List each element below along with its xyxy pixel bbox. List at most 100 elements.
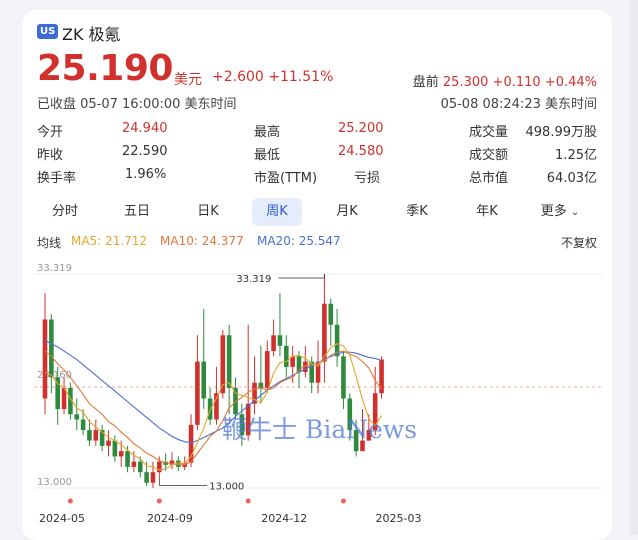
candle-body xyxy=(68,387,73,415)
candle-body xyxy=(341,356,346,399)
candle-body xyxy=(201,361,207,399)
stat-value-turnover: 1.25亿 xyxy=(555,148,597,163)
stat-label-low: 最低 xyxy=(254,148,281,163)
candle-body xyxy=(379,359,384,394)
tab-weekly-k[interactable]: 周K xyxy=(252,198,302,226)
stat-value-volume: 498.99万股 xyxy=(525,125,598,140)
candle-body xyxy=(334,324,340,357)
candle-body xyxy=(264,351,270,388)
event-marker-dot xyxy=(245,498,251,504)
min-price-label: 13.000 xyxy=(209,481,244,492)
ma5-value: MA5: 21.712 xyxy=(71,234,148,248)
price-change: +2.600 +11.51% xyxy=(212,69,333,85)
candle-body xyxy=(55,377,60,410)
ma10-value: MA10: 24.377 xyxy=(160,234,244,248)
event-marker-dot xyxy=(340,498,346,504)
tab-intraday[interactable]: 分时 xyxy=(51,204,78,219)
candle-body xyxy=(118,451,124,457)
market-badge: US xyxy=(37,24,59,39)
candle-body xyxy=(150,472,156,483)
candle-body xyxy=(93,430,99,441)
watermark: 鞭牛士 BiaNews xyxy=(222,415,418,444)
candle-body xyxy=(87,430,92,441)
chevron-down-icon: ⌄ xyxy=(570,207,580,218)
candle-body xyxy=(49,319,54,378)
candle-body xyxy=(252,382,257,404)
stat-label-turnover-rate: 换手率 xyxy=(37,171,77,186)
tab-monthly-k[interactable]: 月K xyxy=(336,204,358,219)
premarket-change: +0.110 xyxy=(492,75,541,90)
x-tick-label: 2024-05 xyxy=(39,512,85,525)
stat-value-pe: 亏损 xyxy=(354,171,381,186)
currency-label: 美元 xyxy=(174,72,202,88)
candle-body xyxy=(328,303,334,325)
y-tick-label: 13.000 xyxy=(37,477,72,488)
candle-body xyxy=(360,440,365,452)
candle-body xyxy=(176,460,181,467)
stat-value-prev-close: 22.590 xyxy=(122,144,168,159)
candle-body xyxy=(353,430,359,452)
tab-more[interactable]: 更多 ⌄ xyxy=(532,198,588,226)
candle-body xyxy=(125,451,130,467)
candle-body xyxy=(220,335,226,394)
tab-daily-k[interactable]: 日K xyxy=(197,204,219,219)
weekly-k-chart[interactable]: 33.319 23.160 13.000 33.319 13.000 2024-05 202… xyxy=(22,258,612,528)
candle-body xyxy=(106,440,111,446)
candle-body xyxy=(61,387,67,410)
candle-body xyxy=(42,319,48,399)
x-tick-label: 2024-12 xyxy=(261,512,307,525)
candle-body xyxy=(309,361,314,383)
ma5-line xyxy=(44,343,383,471)
candle-body xyxy=(258,382,264,388)
candle-body xyxy=(277,335,283,346)
candle-body xyxy=(290,356,295,367)
max-price-label: 33.319 xyxy=(236,274,271,285)
candle-body xyxy=(80,419,86,431)
candle-body xyxy=(245,403,251,436)
stat-label-turnover: 成交额 xyxy=(469,148,509,163)
candle-body xyxy=(284,345,289,367)
candle-body xyxy=(74,414,80,420)
stat-value-high: 25.200 xyxy=(338,121,384,136)
price-adjust-toggle[interactable]: 不复权 xyxy=(560,236,597,250)
stat-label-volume: 成交量 xyxy=(469,125,509,140)
candle-body xyxy=(157,461,162,473)
premarket-label: 盘前 xyxy=(412,75,439,90)
closed-time: 已收盘 05-07 16:00:00 美东时间 xyxy=(37,97,237,112)
stat-label-open: 今开 xyxy=(37,125,64,140)
quote-card: US ZK 极氪 25.190 美元 +2.600 +11.51% 盘前 25.… xyxy=(22,10,612,540)
tab-yearly-k[interactable]: 年K xyxy=(476,204,498,219)
stock-name: ZK 极氪 xyxy=(62,25,121,44)
tab-five-day[interactable]: 五日 xyxy=(123,204,150,219)
candle-body xyxy=(195,361,200,425)
candle-body xyxy=(296,356,302,373)
tab-quarterly-k[interactable]: 季K xyxy=(406,204,428,219)
stat-value-market-cap: 64.03亿 xyxy=(546,171,597,186)
change-value: +2.600 xyxy=(212,69,264,85)
event-marker-dot xyxy=(67,498,73,504)
candle-body xyxy=(239,414,245,436)
candle-body xyxy=(372,393,378,431)
premarket-time: 05-08 08:24:23 美东时间 xyxy=(440,97,597,112)
current-price: 25.190 xyxy=(37,48,173,89)
candle-body xyxy=(137,461,143,473)
candle-body xyxy=(271,335,276,352)
stat-label-pe: 市盈(TTM) xyxy=(254,171,318,186)
x-tick-label: 2025-03 xyxy=(376,512,422,525)
candle-body xyxy=(144,472,149,483)
candle-body xyxy=(112,440,118,457)
candle-body xyxy=(188,424,194,463)
side-strip xyxy=(630,0,638,535)
x-tick-label: 2024-09 xyxy=(147,512,193,525)
stat-value-open: 24.940 xyxy=(122,121,168,136)
candle-body xyxy=(303,361,308,373)
stat-value-low: 24.580 xyxy=(338,144,384,159)
ma-label: 均线 xyxy=(37,236,62,250)
y-tick-label: 33.319 xyxy=(37,263,72,274)
stat-label-prev-close: 昨收 xyxy=(37,148,64,163)
tab-more-label: 更多 xyxy=(540,204,567,219)
premarket-percent: +0.44% xyxy=(544,75,597,90)
change-percent: +11.51% xyxy=(268,69,334,85)
candle-body xyxy=(99,430,105,446)
candle-body xyxy=(169,460,175,465)
